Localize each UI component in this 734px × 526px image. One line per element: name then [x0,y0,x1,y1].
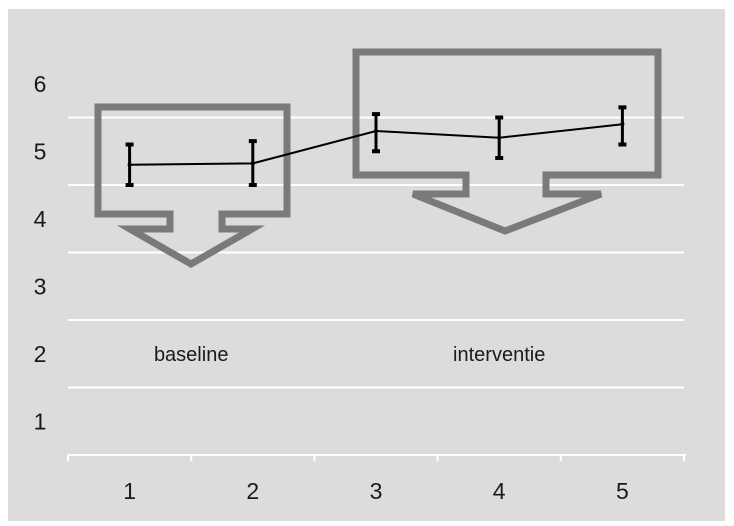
y-tick-label: 1 [34,408,47,434]
chart-background [8,9,725,521]
x-tick-label: 4 [493,478,506,504]
phase-label: interventie [453,344,545,366]
y-tick-label: 5 [34,138,47,164]
x-tick-label: 1 [123,478,136,504]
data-point [497,135,502,140]
data-point [620,122,625,127]
x-tick-label: 2 [246,478,259,504]
y-tick-label: 6 [34,71,47,97]
y-tick-label: 2 [34,341,47,367]
data-point [127,162,132,167]
interventie-phase-arrow [352,48,662,235]
phase-label: baseline [154,344,229,366]
x-tick-label: 5 [616,478,629,504]
data-point [374,129,378,133]
y-tick-label: 4 [34,206,47,232]
x-tick-label: 3 [370,478,383,504]
data-point [250,161,255,166]
baseline-phase-arrow [94,103,291,269]
y-tick-label: 3 [34,273,47,299]
